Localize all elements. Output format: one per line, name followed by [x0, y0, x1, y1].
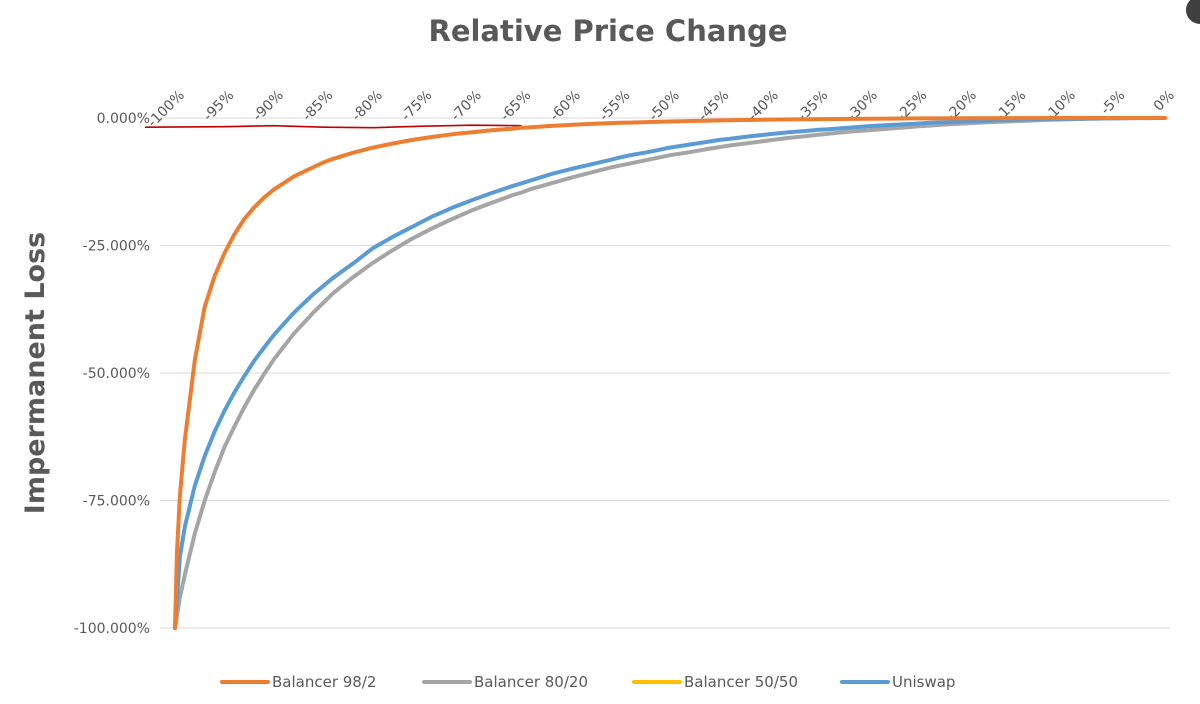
series-lines [173, 116, 1167, 630]
corner-mark [1186, 0, 1200, 24]
y-tick-label: -75.000% [83, 494, 150, 510]
legend: Balancer 98/2 Balancer 80/20 Balancer 50/5… [220, 673, 955, 691]
legend-label-uniswap: Uniswap [892, 673, 955, 691]
y-tick-label: 0.000% [97, 111, 150, 127]
series-line-uniswap [173, 116, 1167, 630]
y-tick-label: -25.000% [83, 239, 150, 255]
legend-label-balancer-98-2: Balancer 98/2 [272, 673, 376, 691]
legend-label-balancer-80-20: Balancer 80/20 [474, 673, 588, 691]
y-tick-label: -50.000% [83, 366, 150, 382]
legend-label-balancer-50-50: Balancer 50/50 [684, 673, 798, 691]
chart-title: Relative Price Change [428, 14, 787, 48]
y-axis-title: Impermanent Loss [20, 232, 51, 514]
reference-line [144, 124, 522, 129]
series-line-balancer-98-2 [173, 116, 1167, 630]
reference-line-group [144, 124, 522, 129]
y-tick-labels: 0.000% -25.000% -50.000% -75.000% -100.000% [74, 111, 150, 637]
y-tick-label: -100.000% [74, 621, 150, 637]
